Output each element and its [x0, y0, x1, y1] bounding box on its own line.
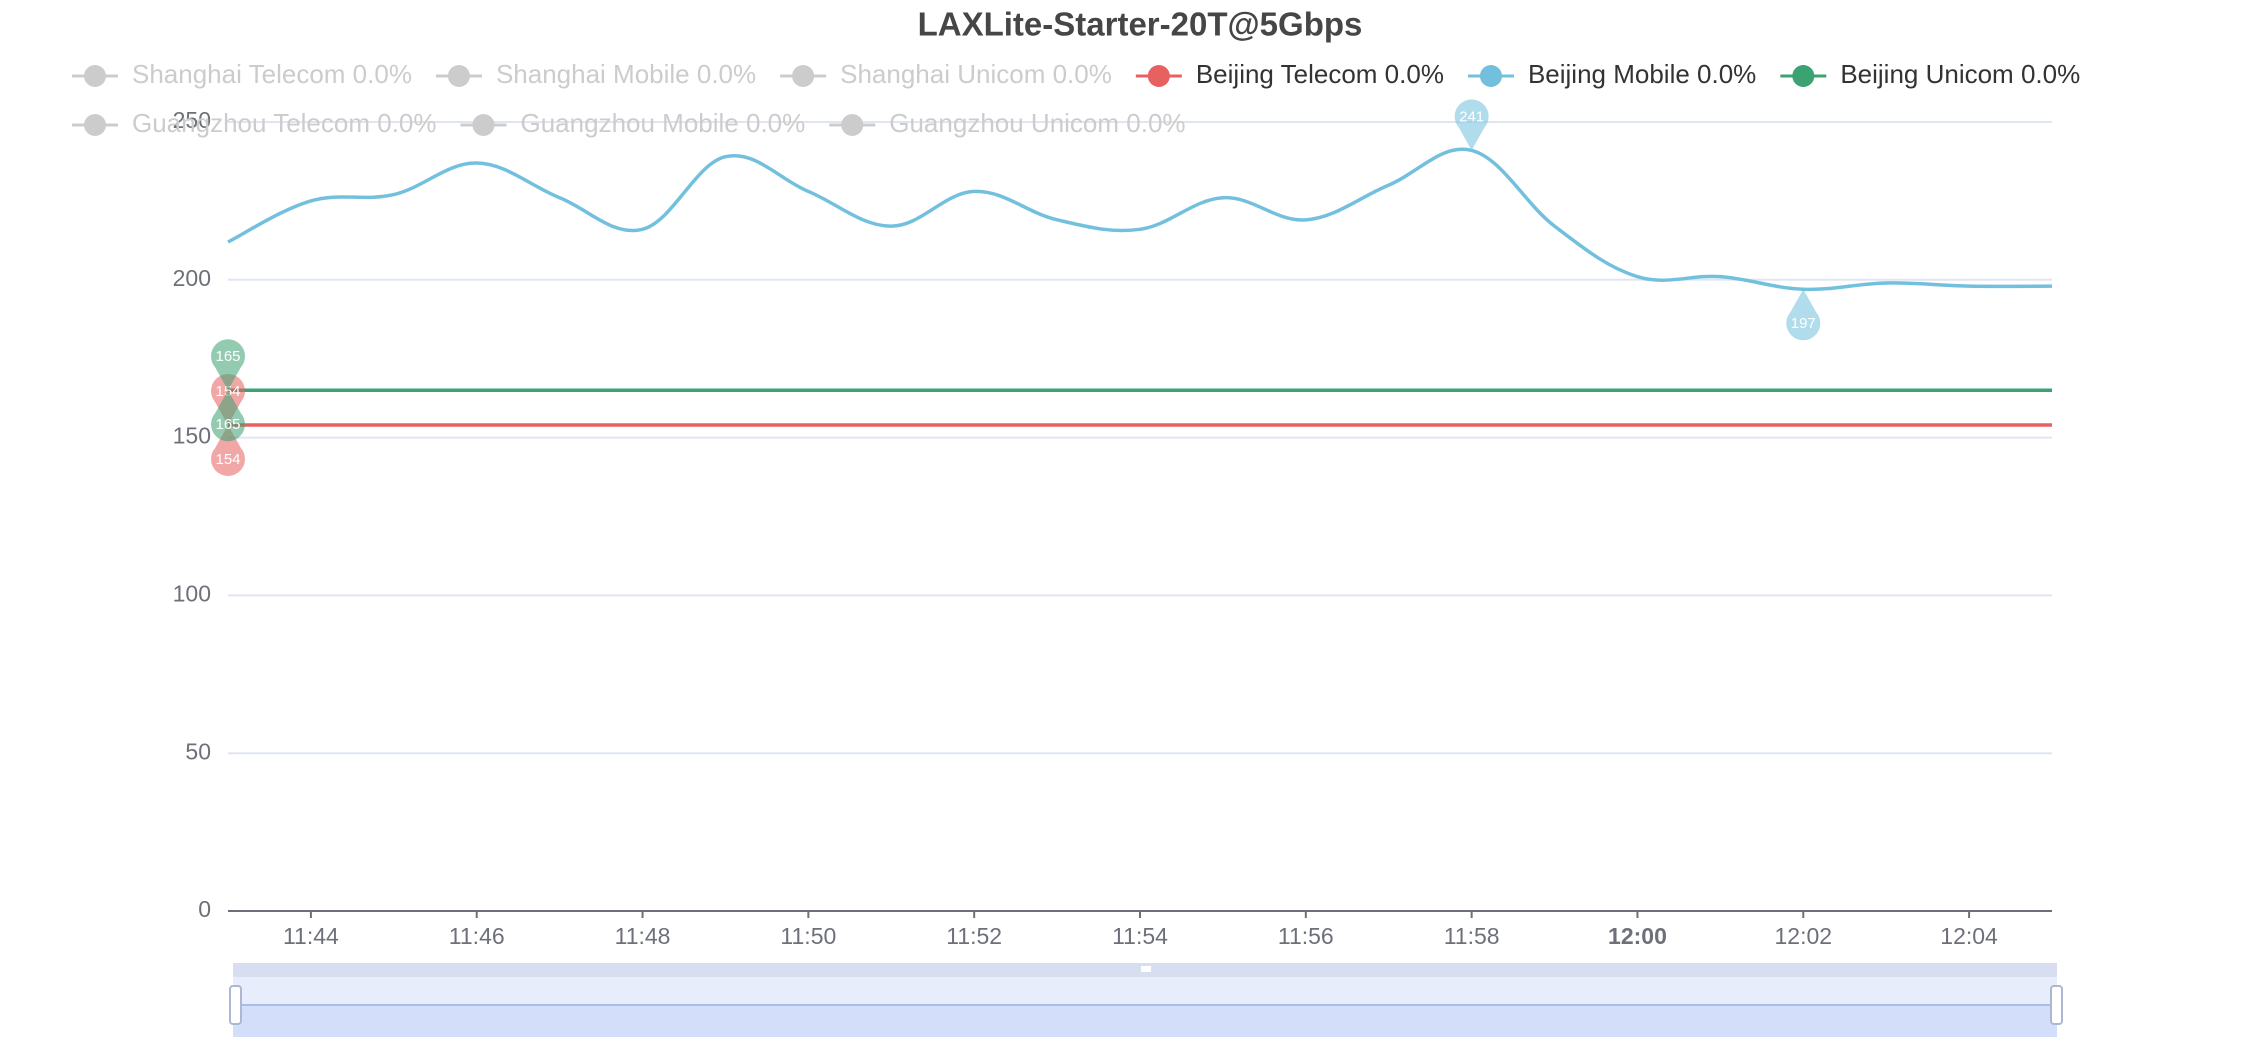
legend-icon: [84, 65, 106, 87]
pin-shape: [1790, 289, 1817, 313]
mark-pin: [1454, 99, 1489, 151]
x-tick-label: 11:48: [615, 923, 671, 949]
legend-item[interactable]: Shanghai Unicom 0.0%: [780, 59, 1112, 89]
legend-icon: [447, 65, 470, 87]
legend-label: Shanghai Unicom 0.0%: [840, 59, 1112, 89]
chart-title: LAXLite-Starter-20T@5Gbps: [918, 6, 1363, 43]
x-tick-label: 11:56: [1278, 923, 1334, 949]
legend-label: Beijing Mobile 0.0%: [1528, 59, 1756, 89]
zoom-handle-left[interactable]: [229, 985, 242, 1025]
legend-item[interactable]: Guangzhou Mobile 0.0%: [460, 108, 806, 138]
x-tick-label: 11:46: [449, 923, 505, 949]
pin-label: 241: [1459, 108, 1484, 125]
zoom-grip[interactable]: [1141, 966, 1151, 972]
x-tick-label: 11:44: [283, 923, 339, 949]
y-tick-label: 100: [173, 580, 211, 606]
mark-pin: [211, 390, 245, 442]
legend-icon: [841, 114, 864, 136]
legend-icon: [84, 114, 106, 136]
zoom-handle-right[interactable]: [2050, 985, 2063, 1025]
pin-label: 165: [215, 416, 240, 433]
legend-icon: [792, 65, 815, 87]
legend-label: Shanghai Mobile 0.0%: [496, 59, 756, 89]
legend-icon: [472, 114, 495, 136]
pin-head: [211, 441, 245, 476]
pin-label: 165: [215, 348, 240, 365]
mark-pin: [211, 339, 245, 391]
pin-label: 154: [215, 451, 240, 468]
y-tick-label: 0: [198, 896, 211, 922]
legend-label: Beijing Unicom 0.0%: [1840, 59, 2080, 89]
pin-shape: [215, 390, 241, 414]
series-line: [227, 147, 2053, 292]
x-tick-label: 12:02: [1774, 923, 1832, 949]
legend-label: Guangzhou Unicom 0.0%: [889, 108, 1185, 138]
x-tick-label: 12:04: [1940, 923, 1998, 949]
legend-item[interactable]: Shanghai Telecom 0.0%: [72, 59, 412, 89]
pin-head: [1786, 306, 1821, 341]
data-zoom[interactable]: [229, 963, 2063, 1037]
x-tick-label: 11:52: [946, 923, 1002, 949]
pin-shape: [215, 367, 241, 391]
x-tick-label: 11:54: [1112, 923, 1168, 949]
legend-item[interactable]: Guangzhou Telecom 0.0%: [72, 108, 437, 138]
pin-head: [211, 339, 245, 374]
legend-item[interactable]: Guangzhou Unicom 0.0%: [829, 108, 1186, 138]
mark-pin: [1786, 289, 1821, 341]
legend-item[interactable]: Beijing Mobile 0.0%: [1467, 59, 1756, 89]
y-tick-label: 200: [173, 265, 211, 291]
zoom-fill: [233, 1005, 2057, 1037]
legend-item[interactable]: Beijing Unicom 0.0%: [1780, 59, 2080, 89]
legend-icon: [1792, 65, 1815, 87]
legend-icon: [1147, 65, 1170, 87]
legend-label: Beijing Telecom 0.0%: [1196, 59, 1444, 89]
legend-item[interactable]: Shanghai Mobile 0.0%: [435, 59, 756, 89]
pin-head: [1454, 99, 1489, 134]
legend-icon: [1479, 65, 1502, 87]
legend-label: Guangzhou Telecom 0.0%: [132, 108, 437, 138]
legend-item[interactable]: Beijing Telecom 0.0%: [1135, 59, 1444, 89]
legend-label: Shanghai Telecom 0.0%: [132, 59, 412, 89]
pin-label: 197: [1791, 315, 1816, 332]
pin-shape: [1458, 127, 1485, 151]
x-tick-label: 11:50: [780, 923, 836, 949]
y-tick-label: 250: [173, 107, 211, 133]
x-tick-label: 12:00: [1608, 923, 1667, 949]
y-tick-label: 150: [173, 423, 211, 449]
legend-label: Guangzhou Mobile 0.0%: [521, 108, 806, 138]
pin-head: [211, 407, 245, 442]
x-tick-label: 11:58: [1444, 923, 1500, 949]
y-tick-label: 50: [185, 738, 211, 764]
